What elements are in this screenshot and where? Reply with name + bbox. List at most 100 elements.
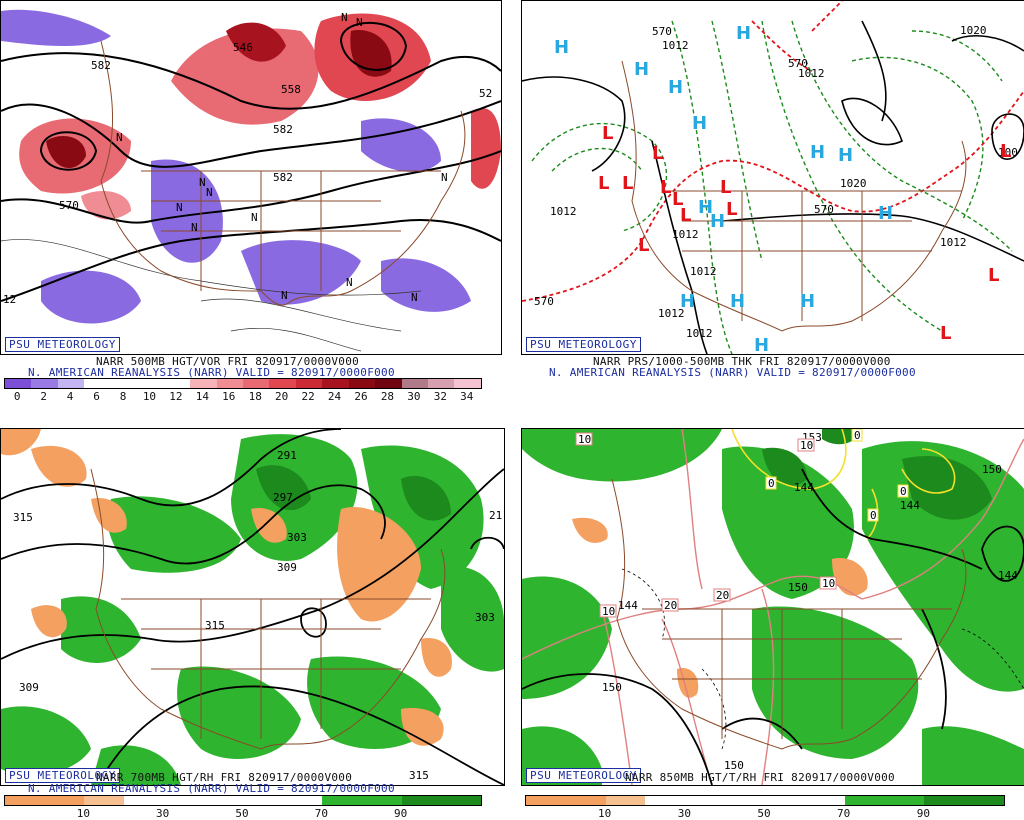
n-mark: N: [199, 176, 206, 189]
scale-tick-label: 10: [142, 390, 157, 403]
borders: [100, 40, 466, 306]
vort-red-region: [171, 28, 319, 125]
scale-swatch: [124, 796, 164, 805]
contour-label: 150: [602, 681, 622, 694]
scale-tick-label: 16: [222, 390, 236, 403]
isobar-label: 1012: [662, 39, 689, 52]
borders: [611, 478, 967, 750]
scale-tick-label: 4: [66, 390, 74, 403]
n-mark: N: [191, 221, 198, 234]
low-center: L: [720, 177, 731, 198]
scale-swatch: [5, 379, 32, 388]
scale-tick-label: 32: [433, 390, 447, 403]
contour-label: 546: [233, 41, 253, 54]
scale-swatch: [526, 796, 566, 805]
high-center: H: [698, 197, 713, 218]
thickness-label: 570: [534, 295, 554, 308]
scale-swatch: [362, 796, 402, 805]
isotherm-label: 10: [602, 605, 615, 618]
vort-red-region-e: [471, 107, 501, 189]
isobar-label: 1012: [690, 265, 717, 278]
low-center: L: [602, 123, 613, 144]
n-mark: N: [116, 131, 123, 144]
scale-tick-label: 20: [275, 390, 289, 403]
scale-tick-label: 12: [169, 390, 183, 403]
scale-swatch: [282, 796, 323, 805]
isotherm-label: 10: [822, 577, 835, 590]
thickness-570: [522, 1, 1024, 302]
contour-label: 21: [489, 509, 502, 522]
vort-purple-center: [151, 159, 223, 263]
high-center: H: [680, 291, 695, 312]
vort-red-core-ne: [350, 30, 392, 77]
low-center: L: [680, 205, 691, 226]
n-mark: N: [441, 171, 448, 184]
contour-label: 150: [724, 759, 744, 772]
high-center: H: [730, 291, 745, 312]
scale-swatch: [190, 379, 217, 388]
high-center: H: [692, 113, 707, 134]
borders: [90, 468, 446, 750]
n-mark: N: [346, 276, 353, 289]
psu-badge: PSU METEOROLOGY: [5, 768, 120, 783]
scale-tick-label: 30: [156, 807, 170, 820]
contour-label: 582: [273, 171, 293, 184]
map-pressure-graphic: 1012 1012 1012 1012 1012 1012 1012 1020 …: [522, 1, 1024, 354]
contour-label: 582: [91, 59, 111, 72]
panel-500mb-vorticity: 546 558 582 570 582 582 52 12 N N N N N …: [0, 0, 503, 405]
high-center: H: [736, 23, 751, 44]
n-mark: N: [411, 291, 418, 304]
contour-label: 12: [3, 293, 16, 306]
n-mark: N: [356, 16, 363, 29]
contour-label: 309: [277, 561, 297, 574]
scale-swatch: [348, 379, 376, 388]
scale-swatch: [5, 796, 45, 805]
high-center: H: [634, 59, 649, 80]
contour-label: 582: [273, 123, 293, 136]
isobars: [522, 20, 1024, 354]
scale-swatch: [322, 379, 349, 388]
scale-swatch: [401, 379, 428, 388]
caption-line1: NARR 850MB HGT/T/RH FRI 820917/0000V000: [625, 771, 895, 784]
scale-tick-label: 24: [327, 390, 342, 403]
scale-tick-label: 50: [757, 807, 771, 820]
map-500mb: 546 558 582 570 582 582 52 12 N N N N N …: [0, 0, 502, 355]
caption-line2: N. AMERICAN REANALYSIS (NARR) VALID = 82…: [28, 366, 395, 379]
high-center: H: [878, 203, 893, 224]
temp-dashed: [621, 568, 1024, 750]
vort-purple-sw: [41, 270, 141, 324]
scale-tick-label: 28: [380, 390, 395, 403]
scale-tick-label: 10: [598, 807, 612, 820]
rh-dark-green: [256, 465, 451, 521]
high-center: H: [800, 291, 815, 312]
map-700mb-graphic: 315 291 297 303 309 315 309 315 21 303: [1, 429, 504, 785]
isotherm-label: 0: [900, 485, 907, 498]
contour-label: 309: [19, 681, 39, 694]
contour-label: 144: [900, 499, 920, 512]
psu-badge: PSU METEOROLOGY: [526, 337, 641, 352]
isobar-label: 1012: [940, 236, 967, 249]
isobar-label: 100: [998, 146, 1018, 159]
hgt-contours: [522, 468, 1024, 785]
map-850mb-graphic: 144 150 144 150 150 144 150 153 144 10 1…: [522, 429, 1024, 785]
scale-tick-label: 70: [837, 807, 851, 820]
vort-purple-n: [1, 9, 111, 46]
scale-tick-label: 50: [235, 807, 249, 820]
scale-swatch: [441, 796, 482, 805]
scale-swatch: [454, 379, 481, 388]
scale-swatch: [401, 796, 442, 805]
hgt-contours: [1, 21, 501, 302]
low-center: L: [652, 143, 663, 164]
psu-badge: PSU METEOROLOGY: [526, 768, 641, 783]
caption-line1: NARR PRS/1000-500MB THK FRI 820917/0000V…: [593, 355, 891, 368]
scale-swatch: [804, 796, 845, 805]
scale-tick-label: 0: [13, 390, 21, 403]
contour-label: 52: [479, 87, 492, 100]
contour-label: 315: [205, 619, 225, 632]
isobar-label: 1012: [550, 205, 577, 218]
low-center: L: [638, 235, 649, 256]
high-center: H: [554, 37, 569, 58]
high-center: H: [668, 77, 683, 98]
thickness-label: 570: [652, 25, 672, 38]
contour-label: 297: [273, 491, 293, 504]
